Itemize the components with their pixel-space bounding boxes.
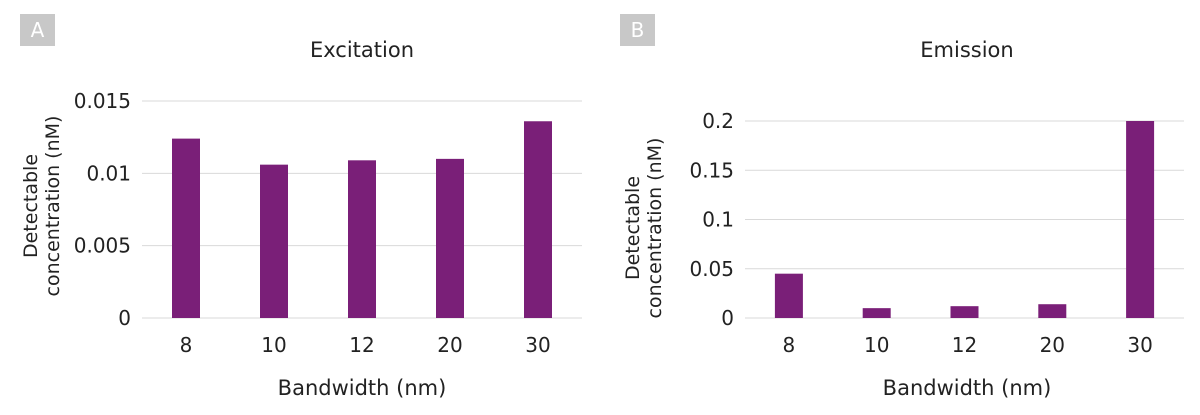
chart-panel-a: A Excitation Detectable concentration (n…: [20, 14, 582, 400]
y-tick-label: 0.01: [86, 161, 131, 185]
x-tick-label: 8: [783, 333, 796, 357]
bar-12: [348, 160, 376, 318]
y-tick-label: 0.15: [689, 158, 734, 182]
bar-8: [172, 138, 200, 318]
bar-20: [1038, 304, 1067, 318]
x-axis-label-a: Bandwidth (nm): [277, 376, 447, 400]
bar-chart-b: 0 0.05 0.1 0.15 0.2 8 10 12 20 30: [689, 109, 1184, 357]
bar-8: [774, 273, 803, 318]
y-tick-label: 0.015: [74, 89, 131, 113]
x-tick-label: 10: [261, 333, 286, 357]
x-tick-label: 20: [1040, 333, 1065, 357]
bar-20: [436, 158, 464, 318]
bar-12: [950, 306, 979, 318]
x-tick-label: 8: [180, 333, 193, 357]
x-tick-label: 12: [349, 333, 374, 357]
chart-title-b: Emission: [920, 38, 1014, 62]
x-tick-label: 10: [864, 333, 889, 357]
bar-10: [260, 164, 288, 318]
bar-chart-a: 0 0.005 0.01 0.015 8 10 12 20 30: [74, 89, 582, 357]
y-tick-label: 0.05: [689, 257, 734, 281]
bar-30: [1126, 121, 1155, 318]
chart-panel-b: B Emission Detectable concentration (nM)…: [600, 0, 1200, 415]
x-tick-label: 12: [952, 333, 977, 357]
bar-10: [862, 308, 891, 318]
y-tick-label: 0.005: [74, 234, 131, 258]
x-tick-label: 30: [1127, 333, 1152, 357]
bar-30: [524, 121, 552, 319]
y-tick-label: 0.1: [702, 208, 734, 232]
panel-label-a: A: [20, 14, 55, 46]
y-tick-label: 0: [118, 306, 131, 330]
y-tick-label: 0: [721, 306, 734, 330]
x-tick-label: 20: [437, 333, 462, 357]
chart-title-a: Excitation: [309, 38, 415, 62]
y-tick-label: 0.2: [702, 109, 734, 133]
x-axis-label-b: Bandwidth (nm): [882, 376, 1052, 400]
x-tick-label: 30: [525, 333, 550, 357]
panel-label-b: B: [620, 14, 655, 46]
